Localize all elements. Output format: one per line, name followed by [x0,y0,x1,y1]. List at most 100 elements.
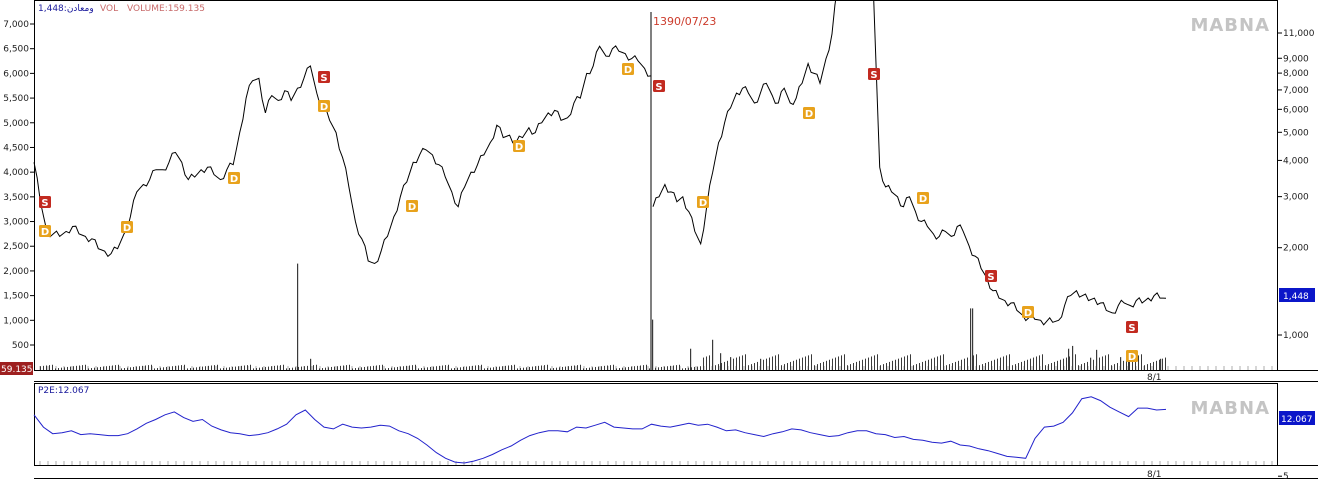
volume-bar [145,365,146,370]
dividend-signal-label: D [919,194,927,205]
volume-bar [757,361,758,370]
volume-bar [88,368,89,370]
volume-bar [991,360,992,370]
volume-bar [148,365,149,370]
volume-bar [883,364,884,370]
volume-bar [805,356,806,370]
dividend-signal-marker [318,100,330,112]
volume-bar [523,367,524,370]
volume-bar [334,366,335,370]
indicator-axis-tick-label: 5 [1283,472,1289,482]
volume-bar [592,367,593,370]
volume-bar [730,359,731,370]
dividend-signal-marker [513,140,525,152]
volume-bar [142,365,143,370]
volume-spike [297,263,299,370]
right-axis-tick-label: 8,000 [1283,69,1309,79]
volume-bar [79,365,80,370]
dividend-signal-marker [622,63,634,75]
volume-bar [871,356,872,370]
volume-bar [487,368,488,370]
volume-bar [1126,359,1127,370]
sell-signal-marker [985,270,997,282]
volume-bar [841,355,842,370]
volume-bar [661,366,662,370]
volume-bar [292,367,293,370]
volume-bar [892,360,893,370]
volume-bar [490,367,491,370]
volume-bar [49,365,50,370]
volume-bar [73,366,74,370]
volume-bar [847,365,848,370]
volume-bar [868,357,869,370]
volume-bar [877,354,878,370]
volume-bar [703,357,704,370]
volume-bar [193,367,194,370]
volume-bar [988,361,989,370]
volume-bar [1027,359,1028,370]
volume-bar [898,358,899,370]
volume-bar [106,366,107,370]
volume-bar [880,365,881,370]
volume-bar [511,365,512,370]
volume-bar [310,365,311,370]
volume-bar [301,366,302,370]
volume-bar [1108,354,1109,370]
volume-bar [1018,363,1019,370]
chart-labels: 1,448:ومعادن VOL VOLUME:159.135 MABNA MA… [0,4,1315,480]
volume-bar [1123,360,1124,370]
volume-bar [322,368,323,370]
volume-bar [685,368,686,370]
volume-bar [130,367,131,370]
volume-bar [823,361,824,370]
volume-bar [733,358,734,370]
volume-bar [580,364,581,370]
volume-bar [964,358,965,370]
volume-bar [445,365,446,370]
volume-bar [259,367,260,370]
volume-bar [577,365,578,370]
volume-bar [451,368,452,370]
volume-bar [226,367,227,370]
volume-bar [997,358,998,370]
volume-badge-bg [0,362,33,375]
volume-bar [931,358,932,370]
volume-bar [979,365,980,370]
volume-bar [658,367,659,370]
volume-bar [547,364,548,370]
volume-bar [886,363,887,370]
volume-bar [499,366,500,370]
volume-bar [439,365,440,370]
volume-bar [1075,354,1076,370]
left-axis-tick-label: 5,500 [3,94,29,104]
dividend-signal-label: D [624,65,632,76]
volume-bar [928,359,929,370]
volume-bar [862,359,863,370]
volume-bar [505,365,506,370]
volume-bar [727,360,728,370]
sell-signal-marker [653,80,665,92]
volume-bar [262,367,263,370]
left-axis-tick-label: 7,000 [3,20,29,30]
volume-bar [850,364,851,370]
volume-bar [1156,360,1157,370]
volume-bar [1147,364,1148,370]
volume-bar [568,366,569,370]
volume-bar [244,365,245,370]
left-axis-tick-label: 3,500 [3,193,29,203]
dividend-signal-label: D [1128,352,1136,363]
volume-bar [379,365,380,370]
volume-bar [61,367,62,370]
volume-bar [949,364,950,370]
volume-bar [940,355,941,370]
volume-bar [1036,356,1037,370]
volume-bar [1141,354,1142,370]
volume-bar [619,368,620,370]
date-tick-price: 8/1 [1147,373,1161,383]
volume-bar [478,365,479,370]
volume-bar [895,359,896,370]
volume-bar [814,365,815,370]
volume-bar [520,368,521,370]
